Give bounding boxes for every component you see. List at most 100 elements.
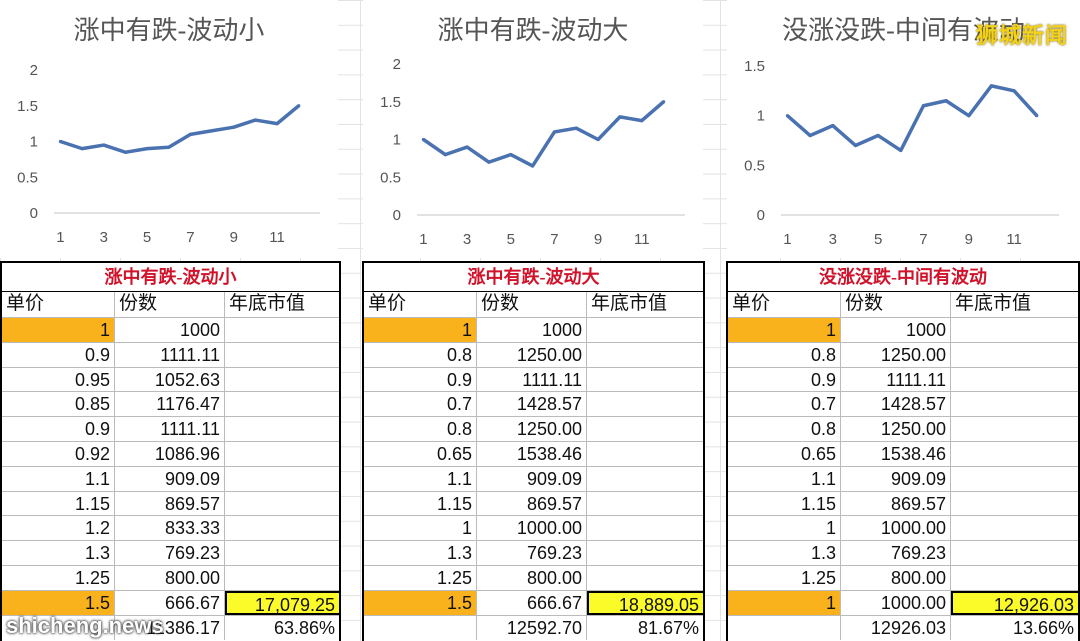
table-cell[interactable]: 1.1 xyxy=(728,466,841,491)
table-cell[interactable]: 1.3 xyxy=(728,541,841,565)
table-cell[interactable]: 909.09 xyxy=(115,466,225,491)
table-cell[interactable]: 800.00 xyxy=(115,565,225,590)
table-cell[interactable]: 1428.57 xyxy=(477,392,587,417)
table-cell[interactable] xyxy=(225,392,339,416)
table-cell[interactable]: 1.3 xyxy=(364,541,477,565)
table-cell[interactable] xyxy=(951,541,1078,565)
table-cell[interactable]: 1250.00 xyxy=(477,342,587,367)
table-cell[interactable]: 769.23 xyxy=(841,541,951,565)
table-cell[interactable]: 1250.00 xyxy=(841,342,951,367)
table-cell[interactable]: 0.65 xyxy=(728,441,841,466)
table-cell[interactable]: 1 xyxy=(364,318,477,342)
table-cell[interactable]: 12,926.03 xyxy=(951,590,1078,615)
table-cell[interactable]: 0.92 xyxy=(2,441,115,466)
table-cell[interactable]: 833.33 xyxy=(115,516,225,541)
table-cell[interactable]: 1176.47 xyxy=(115,392,225,417)
table-cell[interactable]: 1111.11 xyxy=(115,342,225,367)
table-cell[interactable]: 1111.11 xyxy=(477,367,587,392)
table-cell[interactable]: 800.00 xyxy=(477,565,587,590)
table-cell[interactable] xyxy=(951,417,1078,441)
table-cell[interactable]: 1538.46 xyxy=(841,441,951,466)
table-cell[interactable]: 1538.46 xyxy=(477,441,587,466)
table-cell[interactable]: 769.23 xyxy=(115,541,225,565)
table-cell[interactable] xyxy=(225,417,339,441)
table-cell[interactable] xyxy=(225,368,339,392)
table-cell[interactable]: 1428.57 xyxy=(841,392,951,417)
table-cell[interactable] xyxy=(951,368,1078,392)
table-cell[interactable]: 1.2 xyxy=(2,516,115,541)
table-cell[interactable]: 1.15 xyxy=(728,491,841,516)
table-cell[interactable] xyxy=(587,318,703,342)
table-cell[interactable]: 1.5 xyxy=(364,590,477,615)
table-cell[interactable] xyxy=(225,516,339,540)
table-cell[interactable] xyxy=(951,516,1078,540)
table-cell[interactable] xyxy=(951,467,1078,491)
table-cell[interactable] xyxy=(587,417,703,441)
table-cell[interactable]: 1 xyxy=(2,318,115,342)
table-cell[interactable]: 11386.17 xyxy=(115,615,225,641)
table-cell[interactable]: 0.9 xyxy=(2,417,115,441)
table-cell[interactable]: 1111.11 xyxy=(841,367,951,392)
table-cell[interactable] xyxy=(225,343,339,367)
table-cell[interactable]: 869.57 xyxy=(477,491,587,516)
table-cell[interactable]: 1000 xyxy=(477,318,587,342)
table-cell[interactable]: 0.65 xyxy=(364,441,477,466)
table-cell[interactable]: 800.00 xyxy=(841,565,951,590)
table-cell[interactable] xyxy=(951,566,1078,590)
table-cell[interactable]: 1.25 xyxy=(728,565,841,590)
table-cell[interactable]: 1250.00 xyxy=(477,417,587,441)
table-cell[interactable] xyxy=(2,615,115,641)
table-cell[interactable]: 12592.70 xyxy=(477,615,587,641)
table-cell[interactable]: 666.67 xyxy=(115,590,225,615)
table-cell[interactable]: 0.85 xyxy=(2,392,115,417)
table-cell[interactable]: 1 xyxy=(728,318,841,342)
table-cell[interactable] xyxy=(225,566,339,590)
table-cell[interactable]: 1000.00 xyxy=(477,516,587,541)
table-cell[interactable]: 1.15 xyxy=(2,491,115,516)
table-cell[interactable]: 18,889.05 xyxy=(587,590,703,615)
table-cell[interactable]: 0.9 xyxy=(2,342,115,367)
table-cell[interactable]: 1.5 xyxy=(2,590,115,615)
table-cell[interactable]: 0.8 xyxy=(728,417,841,441)
table-cell[interactable] xyxy=(728,615,841,641)
table-cell[interactable]: 1 xyxy=(364,516,477,541)
table-cell[interactable]: 13.66% xyxy=(1012,617,1074,638)
table-cell[interactable] xyxy=(587,467,703,491)
table-cell[interactable]: 1.3 xyxy=(2,541,115,565)
table-cell[interactable]: 1.1 xyxy=(364,466,477,491)
table-cell[interactable]: 1086.96 xyxy=(115,441,225,466)
table-cell[interactable]: 1250.00 xyxy=(841,417,951,441)
table-cell[interactable] xyxy=(587,566,703,590)
table-cell[interactable]: 63.86% xyxy=(273,617,335,638)
table-cell[interactable]: 12926.03 xyxy=(841,615,951,641)
table-cell[interactable] xyxy=(587,442,703,466)
table-cell[interactable]: 0.7 xyxy=(728,392,841,417)
table-cell[interactable]: 0.8 xyxy=(364,417,477,441)
table-cell[interactable]: 0.8 xyxy=(364,342,477,367)
table-cell[interactable]: 909.09 xyxy=(477,466,587,491)
table-cell[interactable]: 909.09 xyxy=(841,466,951,491)
table-cell[interactable] xyxy=(225,541,339,565)
table-cell[interactable] xyxy=(587,516,703,540)
table-cell[interactable]: 0.9 xyxy=(728,367,841,392)
table-cell[interactable] xyxy=(225,467,339,491)
table-cell[interactable]: 1.15 xyxy=(364,491,477,516)
table-cell[interactable]: 0.95 xyxy=(2,367,115,392)
table-cell[interactable]: 1000.00 xyxy=(841,590,951,615)
table-cell[interactable] xyxy=(951,318,1078,342)
table-cell[interactable] xyxy=(951,392,1078,416)
table-cell[interactable]: 1052.63 xyxy=(115,367,225,392)
table-cell[interactable] xyxy=(225,318,339,342)
table-cell[interactable] xyxy=(364,615,477,641)
table-cell[interactable]: 0.9 xyxy=(364,367,477,392)
table-cell[interactable]: 1000 xyxy=(841,318,951,342)
table-cell[interactable] xyxy=(587,392,703,416)
table-cell[interactable]: 1000.00 xyxy=(841,516,951,541)
table-cell[interactable] xyxy=(225,442,339,466)
table-cell[interactable] xyxy=(587,541,703,565)
table-cell[interactable] xyxy=(951,442,1078,466)
table-cell[interactable]: 0.7 xyxy=(364,392,477,417)
table-cell[interactable] xyxy=(951,343,1078,367)
table-cell[interactable]: 1111.11 xyxy=(115,417,225,441)
table-cell[interactable] xyxy=(225,492,339,516)
